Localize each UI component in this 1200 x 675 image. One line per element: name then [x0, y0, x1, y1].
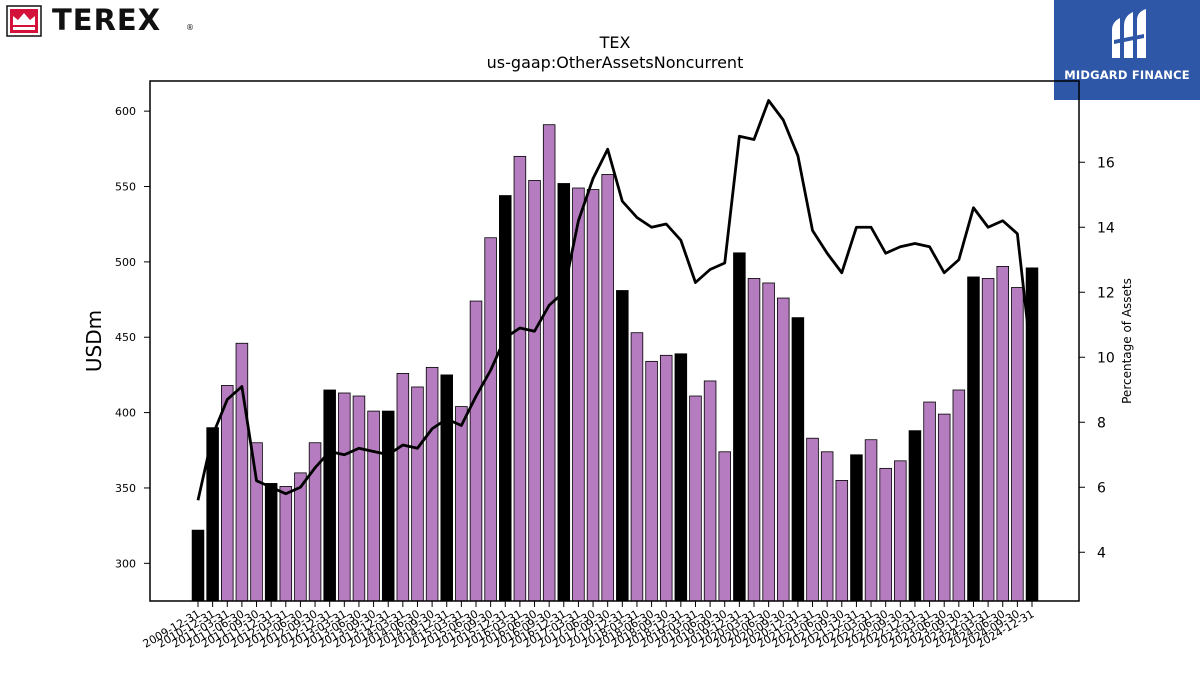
bar-quarterly [703, 380, 717, 602]
bar-quarterly [367, 410, 380, 602]
y2-tick-label: 12 [1097, 285, 1115, 301]
chart-subtitle: us-gaap:OtherAssetsNoncurrent [487, 53, 744, 72]
y-axis-label: USDm [82, 310, 106, 372]
pct-of-assets-line [196, 99, 1034, 501]
bar-quarterly [425, 366, 439, 602]
terex-crown-icon [6, 5, 42, 37]
y-axis-right: 4 6 8 10 12 14 16 [1079, 155, 1115, 561]
y2-tick-label: 6 [1097, 480, 1106, 496]
bar-annual [616, 290, 629, 602]
bar-quarterly [777, 297, 790, 602]
y-tick-label: 500 [115, 256, 136, 269]
bar-quarterly [338, 392, 351, 602]
bar-annual [967, 276, 980, 602]
bar-quarterly [747, 278, 761, 602]
bar-quarterly [659, 354, 673, 602]
bar-quarterly [513, 155, 527, 602]
bar-quarterly [586, 189, 600, 602]
bar-annual [557, 183, 571, 602]
y-tick-label: 400 [115, 407, 136, 420]
terex-wordmark: TEREX [52, 3, 162, 37]
bar-quarterly [835, 480, 849, 602]
y2-axis-label: Percentage of Assets [1120, 278, 1134, 404]
bar-quarterly [894, 460, 907, 602]
bar-quarterly [879, 467, 892, 602]
bar-annual [264, 483, 278, 602]
bar-quarterly [718, 451, 731, 602]
y-axis-left: 300 350 400 450 500 550 600 [115, 105, 150, 570]
bar-quarterly [542, 124, 556, 602]
bar-quarterly [572, 187, 585, 602]
bar-quarterly [864, 439, 878, 602]
bar-annual [733, 252, 746, 602]
bar-annual [908, 430, 922, 602]
x-axis: 2009-12-312010-12-312011-03-312011-06-30… [141, 601, 1037, 651]
bar-annual [381, 410, 395, 602]
y-tick-label: 600 [115, 105, 136, 118]
bar-quarterly [806, 437, 819, 602]
bar-quarterly [601, 174, 614, 602]
bar-quarterly [689, 395, 702, 602]
bar-quarterly [235, 342, 249, 602]
bar-annual [323, 389, 336, 602]
bar-quarterly [294, 472, 307, 602]
bar-quarterly [630, 332, 644, 602]
y2-tick-label: 4 [1097, 545, 1106, 561]
bar-quarterly [469, 300, 483, 602]
line-series [196, 99, 1034, 501]
y2-tick-label: 10 [1097, 350, 1115, 366]
bar-quarterly [411, 386, 424, 602]
bar-quarterly [937, 413, 951, 602]
bar-annual [440, 374, 453, 602]
bar-quarterly [396, 373, 410, 602]
bar-quarterly [645, 360, 658, 602]
y-tick-label: 300 [115, 557, 136, 570]
y2-tick-label: 14 [1097, 220, 1115, 236]
midgard-wordmark: MIDGARD FINANCE [1064, 68, 1190, 82]
bar-quarterly [279, 486, 293, 602]
y-tick-label: 550 [115, 181, 136, 194]
bar-quarterly [952, 389, 966, 602]
plot-frame [149, 80, 1080, 602]
bar-quarterly [923, 401, 936, 602]
bar-quarterly [528, 180, 541, 602]
bar-annual [674, 353, 688, 602]
bar-quarterly [762, 282, 775, 602]
y-tick-label: 450 [115, 331, 136, 344]
terex-logo: TEREX ® [6, 3, 194, 39]
bar-quarterly [1011, 287, 1024, 602]
bar-quarterly [250, 442, 263, 602]
midgard-emblem-icon [1112, 9, 1146, 58]
bar-quarterly [820, 451, 834, 602]
bar-annual [191, 529, 205, 602]
bar-series [191, 124, 1039, 602]
chart-title: TEX [599, 33, 631, 52]
registered-mark: ® [186, 23, 194, 32]
y2-tick-label: 16 [1097, 155, 1115, 171]
bar-quarterly [352, 395, 366, 602]
bar-annual [499, 195, 512, 602]
bar-quarterly [981, 278, 995, 602]
bar-quarterly [455, 406, 468, 602]
bar-annual [850, 454, 863, 602]
bar-quarterly [996, 265, 1009, 602]
bar-quarterly [484, 237, 497, 602]
bar-annual [791, 317, 805, 602]
bar-quarterly [221, 385, 234, 602]
y-tick-label: 350 [115, 482, 136, 495]
y2-tick-label: 8 [1097, 415, 1106, 431]
